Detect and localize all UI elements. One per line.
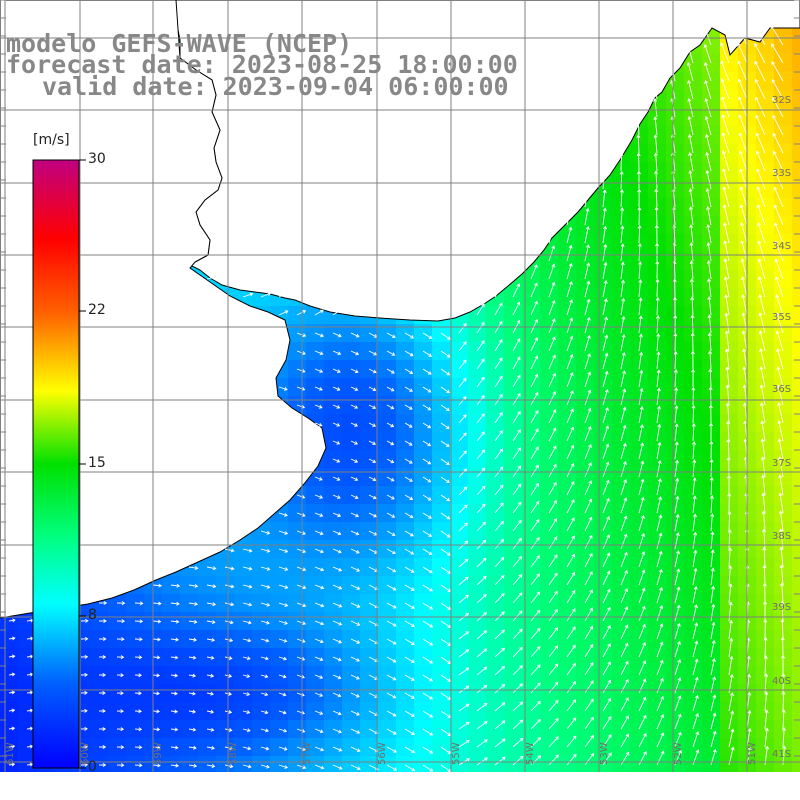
lat-label: 35S	[772, 312, 791, 323]
title-model: modelo GEFS-WAVE (NCEP)	[6, 29, 353, 58]
title-valid-date: valid date: 2023-09-04 06:00:00	[42, 72, 509, 101]
lon-label: 60W	[80, 742, 91, 765]
wind-vectors	[8, 24, 787, 772]
lon-label: 55W	[451, 742, 462, 765]
lon-label: 57W	[302, 742, 313, 765]
lon-label: 58W	[228, 742, 239, 765]
colorbar-tick-15: 15	[88, 455, 106, 471]
lon-label: 54W	[525, 742, 536, 765]
grid-labels: 32S 33S 34S 35S 36S 37S 38S 39S 40S 41S 61W 60W 59W 5…	[5, 95, 791, 765]
title-forecast-date: forecast date: 2023-08-25 18:00:00	[6, 50, 518, 79]
lon-label: 53W	[599, 742, 610, 765]
lat-label: 40S	[772, 676, 791, 687]
lon-label: 61W	[5, 742, 16, 765]
lat-label: 33S	[772, 168, 791, 179]
lon-label: 51W	[747, 742, 758, 765]
lat-label: 38S	[772, 531, 791, 542]
lat-label: 32S	[772, 95, 791, 106]
colorbar-unit: [m/s]	[33, 132, 70, 148]
colorbar-tick-8: 8	[88, 607, 97, 623]
colorbar-tick-22: 22	[88, 302, 106, 318]
lon-label: 52W	[673, 742, 684, 765]
lat-label: 34S	[772, 241, 791, 252]
colorbar	[32, 159, 80, 769]
lon-label: 59W	[153, 742, 164, 765]
colorbar-tick-30: 30	[88, 151, 106, 167]
lat-label: 41S	[772, 749, 791, 760]
colorbar-tick-0: 0	[88, 759, 97, 775]
lat-lon-grid	[0, 0, 800, 772]
lat-label: 39S	[772, 602, 791, 613]
lat-label: 37S	[772, 458, 791, 469]
lat-label: 36S	[772, 384, 791, 395]
lon-label: 56W	[377, 742, 388, 765]
colorbar-tick-marks	[79, 159, 86, 769]
